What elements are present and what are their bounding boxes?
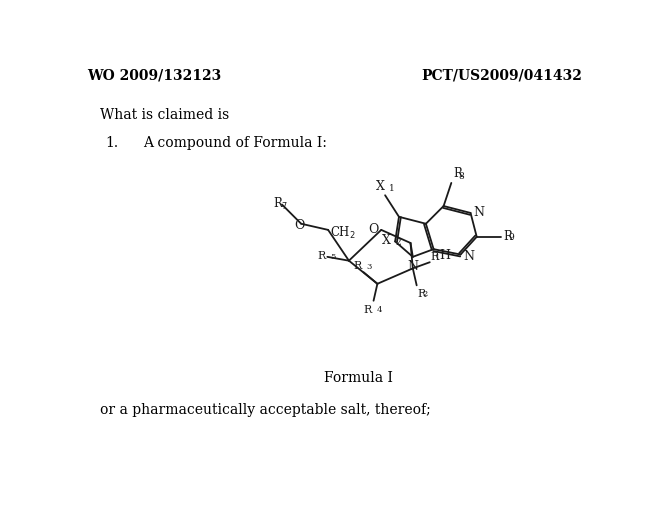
Text: X: X bbox=[383, 234, 391, 247]
Text: R: R bbox=[317, 251, 326, 261]
Text: X: X bbox=[375, 180, 385, 193]
Text: 8: 8 bbox=[458, 172, 464, 180]
Text: 1: 1 bbox=[389, 184, 394, 193]
Text: N: N bbox=[473, 206, 484, 219]
Text: R: R bbox=[453, 167, 462, 180]
Text: 5: 5 bbox=[330, 252, 336, 261]
Text: A compound of Formula I:: A compound of Formula I: bbox=[143, 136, 327, 150]
Text: R: R bbox=[354, 261, 362, 270]
Text: CH$_2$: CH$_2$ bbox=[330, 224, 355, 240]
Text: N: N bbox=[463, 249, 474, 262]
Text: PCT/US2009/041432: PCT/US2009/041432 bbox=[421, 68, 582, 82]
Text: WO 2009/132123: WO 2009/132123 bbox=[87, 68, 221, 82]
Text: R: R bbox=[503, 229, 512, 242]
Text: or a pharmaceutically acceptable salt, thereof;: or a pharmaceutically acceptable salt, t… bbox=[100, 402, 431, 416]
Text: R: R bbox=[417, 289, 426, 299]
Text: 2: 2 bbox=[422, 289, 427, 297]
Text: R: R bbox=[430, 251, 439, 261]
Text: 2: 2 bbox=[396, 237, 402, 246]
Text: O: O bbox=[368, 222, 378, 235]
Text: O: O bbox=[295, 218, 305, 231]
Text: 9: 9 bbox=[508, 233, 514, 242]
Text: 1.: 1. bbox=[105, 136, 118, 150]
Text: 4: 4 bbox=[377, 305, 382, 313]
Text: Formula I: Formula I bbox=[325, 370, 393, 384]
Text: R$_7$: R$_7$ bbox=[273, 196, 288, 212]
Text: H: H bbox=[439, 248, 451, 261]
Text: What is claimed is: What is claimed is bbox=[100, 108, 229, 121]
Text: 1: 1 bbox=[435, 254, 441, 262]
Text: R: R bbox=[364, 304, 372, 314]
Text: N: N bbox=[407, 260, 419, 273]
Text: 3: 3 bbox=[366, 263, 372, 270]
